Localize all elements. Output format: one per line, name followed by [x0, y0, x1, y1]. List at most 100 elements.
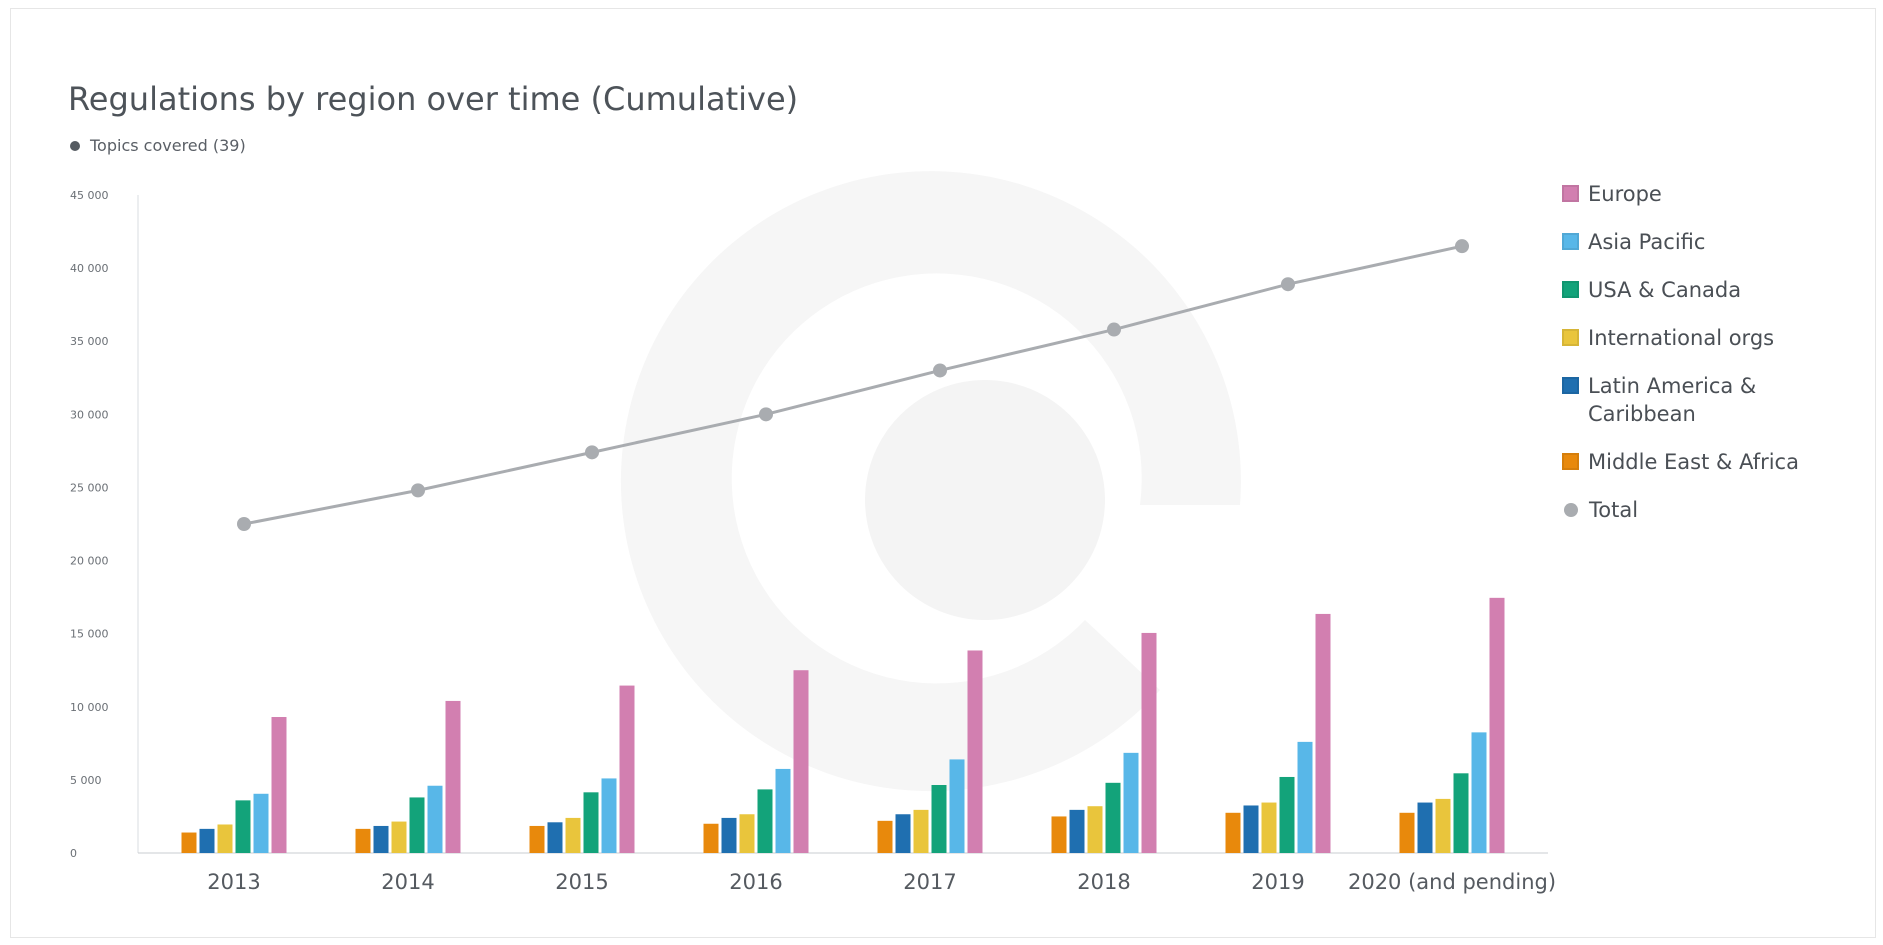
- bar-europe[interactable]: [271, 717, 287, 853]
- bar-latin-america-caribbean[interactable]: [1243, 805, 1259, 853]
- bar-asia-pacific[interactable]: [601, 778, 617, 853]
- bar-international-orgs[interactable]: [217, 824, 233, 853]
- legend-label: Europe: [1588, 182, 1662, 206]
- bar-middle-east-africa[interactable]: [1225, 812, 1241, 853]
- y-tick-label: 45 000: [70, 189, 109, 202]
- bar-middle-east-africa[interactable]: [703, 823, 719, 853]
- x-tick-label: 2016: [729, 870, 782, 894]
- total-point[interactable]: [585, 445, 599, 460]
- bar-europe[interactable]: [793, 670, 809, 853]
- bar-international-orgs[interactable]: [1435, 798, 1451, 853]
- total-point[interactable]: [411, 483, 425, 498]
- bar-usa-canada[interactable]: [757, 789, 773, 853]
- bar-middle-east-africa[interactable]: [877, 820, 893, 853]
- legend-item[interactable]: USA & Canada: [1562, 276, 1741, 304]
- bar-latin-america-caribbean[interactable]: [1417, 802, 1433, 853]
- bar-europe[interactable]: [967, 650, 983, 853]
- y-tick-label: 35 000: [70, 335, 109, 348]
- bar-latin-america-caribbean[interactable]: [373, 825, 389, 853]
- legend-label: Total: [1589, 498, 1639, 522]
- legend-item[interactable]: International orgs: [1562, 324, 1774, 352]
- legend-swatch-icon: [1562, 185, 1579, 202]
- bar-usa-canada[interactable]: [409, 797, 425, 853]
- x-tick-label: 2015: [555, 870, 608, 894]
- bar-international-orgs[interactable]: [1087, 806, 1103, 853]
- y-tick-label: 10 000: [70, 701, 109, 714]
- bar-middle-east-africa[interactable]: [529, 825, 545, 853]
- bar-latin-america-caribbean[interactable]: [721, 817, 737, 853]
- bar-europe[interactable]: [1489, 597, 1505, 853]
- watermark-arc: [620, 171, 1241, 792]
- watermark-logo: [620, 171, 1241, 792]
- bar-usa-canada[interactable]: [1279, 776, 1295, 853]
- bar-middle-east-africa[interactable]: [181, 832, 197, 853]
- y-axis: 0 5 000 10 000 15 000 20 000 25 000 30 000 35 0…: [70, 189, 139, 860]
- watermark-circle: [865, 380, 1105, 620]
- bar-international-orgs[interactable]: [391, 821, 407, 853]
- bar-middle-east-africa[interactable]: [1399, 812, 1415, 853]
- bar-usa-canada[interactable]: [235, 800, 251, 853]
- y-tick-label: 40 000: [70, 262, 109, 275]
- bar-asia-pacific[interactable]: [775, 768, 791, 853]
- chart-subtitle: Topics covered (39): [70, 136, 246, 155]
- bar-asia-pacific[interactable]: [253, 793, 269, 853]
- bar-europe[interactable]: [1141, 632, 1157, 853]
- bar-international-orgs[interactable]: [565, 817, 581, 853]
- bar-europe[interactable]: [445, 700, 461, 853]
- bar-latin-america-caribbean[interactable]: [1069, 809, 1085, 853]
- bar-usa-canada[interactable]: [1453, 773, 1469, 853]
- total-point[interactable]: [237, 517, 251, 531]
- x-tick-label: 2019: [1251, 870, 1304, 894]
- total-point[interactable]: [1107, 322, 1121, 337]
- legend-item[interactable]: Latin America & Caribbean: [1562, 372, 1778, 428]
- legend-swatch-icon: [1562, 377, 1579, 394]
- x-tick-label: 2014: [381, 870, 434, 894]
- bar-latin-america-caribbean[interactable]: [199, 828, 215, 853]
- x-axis: 2013 2014 2015 2016 2017 2018 2019 2020 (and pe…: [138, 852, 1556, 894]
- legend-label: Middle East & Africa: [1588, 450, 1799, 474]
- bar-usa-canada[interactable]: [1105, 782, 1121, 853]
- bar-asia-pacific[interactable]: [427, 785, 443, 853]
- y-tick-label: 15 000: [70, 628, 109, 641]
- bar-asia-pacific[interactable]: [1297, 741, 1313, 853]
- legend-swatch-icon: [1562, 233, 1579, 250]
- bar-latin-america-caribbean[interactable]: [895, 814, 911, 853]
- legend-item[interactable]: Asia Pacific: [1562, 228, 1705, 256]
- bar-europe[interactable]: [1315, 613, 1331, 853]
- bar-middle-east-africa[interactable]: [1051, 816, 1067, 853]
- total-line: [243, 244, 1463, 526]
- legend-label: Asia Pacific: [1588, 230, 1706, 254]
- bar-asia-pacific[interactable]: [1123, 752, 1139, 853]
- x-tick-label: 2018: [1077, 870, 1130, 894]
- legend-swatch-icon: [1562, 281, 1579, 298]
- subtitle-text: Topics covered (39): [90, 136, 246, 155]
- y-tick-label: 5 000: [70, 774, 102, 787]
- x-tick-label: 2013: [207, 870, 260, 894]
- legend-item[interactable]: Middle East & Africa: [1562, 448, 1799, 476]
- legend-label: USA & Canada: [1588, 278, 1742, 302]
- bar-asia-pacific[interactable]: [949, 759, 965, 853]
- total-point[interactable]: [1455, 239, 1469, 254]
- y-tick-label: 20 000: [70, 555, 109, 568]
- bar-international-orgs[interactable]: [739, 814, 755, 853]
- bar-international-orgs[interactable]: [1261, 802, 1277, 853]
- legend-swatch-icon: [1562, 453, 1579, 470]
- bar-asia-pacific[interactable]: [1471, 732, 1487, 853]
- bar-usa-canada[interactable]: [931, 785, 947, 853]
- y-tick-label: 0: [70, 847, 77, 860]
- bar-latin-america-caribbean[interactable]: [547, 822, 563, 853]
- bar-international-orgs[interactable]: [913, 809, 929, 853]
- bar-europe[interactable]: [619, 685, 635, 853]
- legend-label: Latin America & Caribbean: [1588, 374, 1757, 426]
- total-point[interactable]: [1281, 277, 1295, 292]
- total-point[interactable]: [759, 407, 773, 422]
- legend-item[interactable]: Total: [1562, 496, 1638, 524]
- x-tick-label: 2020 (and pending): [1348, 870, 1556, 894]
- legend-label: International orgs: [1588, 326, 1775, 350]
- subtitle-dot-icon: [70, 140, 80, 151]
- bar-middle-east-africa[interactable]: [355, 828, 371, 853]
- bar-usa-canada[interactable]: [583, 792, 599, 853]
- total-point[interactable]: [933, 363, 947, 378]
- legend-item[interactable]: Europe: [1562, 180, 1662, 208]
